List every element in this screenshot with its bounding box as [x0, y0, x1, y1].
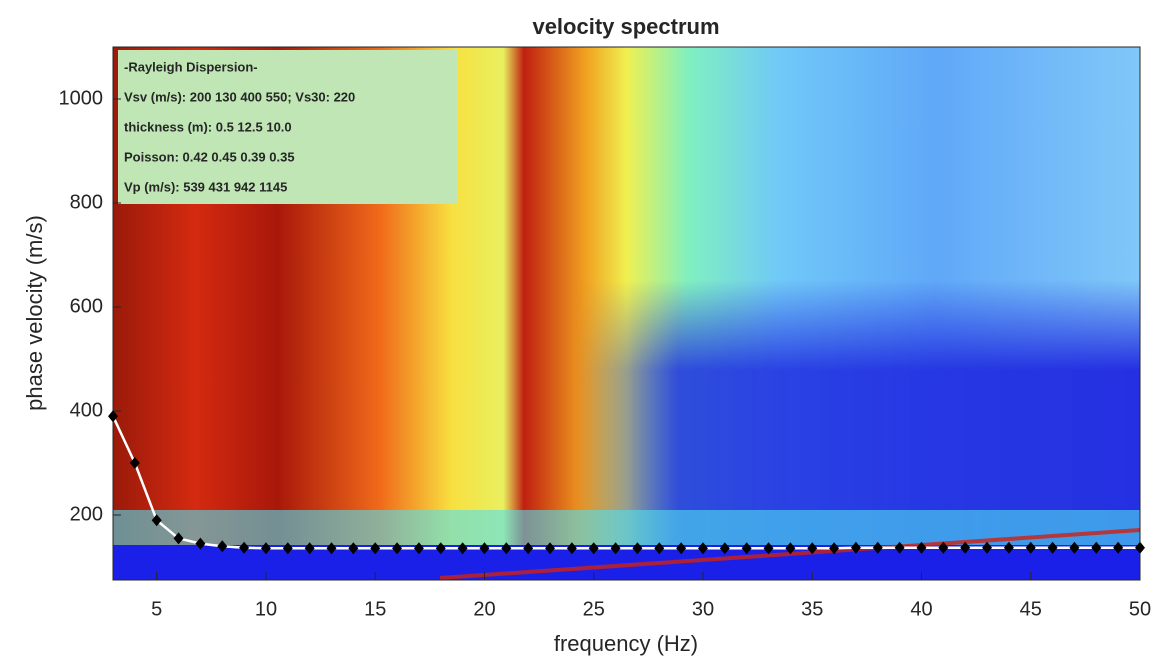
chart-title: velocity spectrum [532, 14, 719, 39]
point [370, 542, 381, 555]
point [392, 542, 403, 555]
point [239, 541, 250, 554]
x-tick-label: 45 [1020, 598, 1042, 620]
annotation: -Rayleigh Dispersion- [124, 59, 258, 74]
y-tick-label: 200 [70, 503, 103, 525]
point [457, 542, 468, 555]
point [872, 541, 883, 554]
point [894, 541, 905, 554]
y-tick-label: 1000 [59, 87, 104, 109]
point [282, 542, 293, 555]
point [676, 542, 687, 555]
annotation: Vsv (m/s): 200 130 400 550; Vs30: 220 [124, 89, 355, 104]
annotation: thickness (m): 0.5 12.5 10.0 [124, 119, 292, 134]
heatmap [113, 47, 1141, 580]
y-axis-label: phase velocity (m/s) [22, 215, 47, 411]
point [151, 514, 162, 527]
point [108, 410, 118, 423]
point [195, 537, 206, 550]
point [719, 542, 730, 555]
point [326, 542, 337, 555]
point [348, 542, 359, 555]
point [1113, 541, 1124, 554]
point [960, 541, 971, 554]
point [1025, 541, 1036, 554]
point [632, 542, 643, 555]
point [938, 541, 949, 554]
point [1091, 541, 1102, 554]
annotation: Vp (m/s): 539 431 942 1145 [124, 179, 287, 194]
point [1135, 541, 1145, 554]
point [479, 542, 490, 555]
point [545, 542, 556, 555]
point [1069, 541, 1080, 554]
point [501, 542, 512, 555]
point [741, 542, 752, 555]
point [173, 532, 184, 545]
x-tick-label: 15 [364, 598, 386, 620]
point [654, 542, 665, 555]
y-tick-label: 800 [70, 191, 103, 213]
point [566, 542, 577, 555]
point [763, 542, 774, 555]
point [413, 542, 424, 555]
point [523, 542, 534, 555]
point [260, 542, 271, 555]
x-tick-label: 10 [255, 598, 277, 620]
x-tick-label: 20 [473, 598, 495, 620]
point [785, 542, 796, 555]
point [217, 540, 228, 553]
y-tick-label: 400 [70, 399, 103, 421]
x-tick-label: 30 [692, 598, 714, 620]
point [435, 542, 446, 555]
point [982, 541, 993, 554]
annotation: Poisson: 0.42 0.45 0.39 0.35 [124, 149, 295, 164]
point [588, 542, 599, 555]
point [916, 541, 927, 554]
point [697, 542, 708, 555]
x-tick-label: 40 [910, 598, 932, 620]
point [304, 542, 315, 555]
point [1003, 541, 1014, 554]
x-axis-label: frequency (Hz) [554, 631, 698, 656]
point [807, 542, 818, 555]
x-tick-label: 25 [583, 598, 605, 620]
point [1047, 541, 1058, 554]
x-tick-label: 35 [801, 598, 823, 620]
y-tick-label: 600 [70, 295, 103, 317]
x-tick-label: 5 [151, 598, 162, 620]
annotation-box [118, 50, 458, 204]
x-tick-label: 50 [1129, 598, 1151, 620]
point [850, 541, 861, 554]
point [129, 457, 140, 469]
plot-frame [112, 46, 1141, 581]
point [610, 542, 621, 555]
point [829, 542, 840, 555]
